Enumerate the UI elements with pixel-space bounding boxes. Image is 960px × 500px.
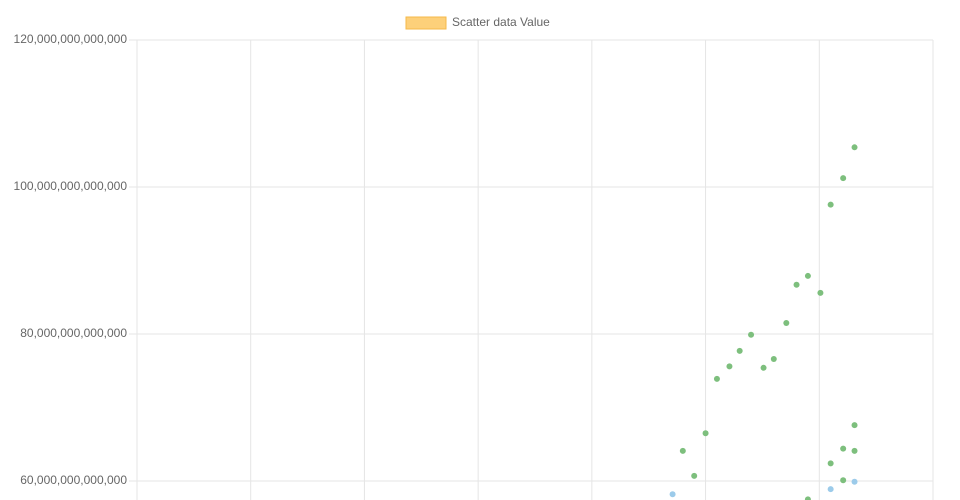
point <box>736 347 743 354</box>
y-tick-label: 60,000,000,000,000 <box>20 473 127 487</box>
point <box>804 272 811 279</box>
point <box>726 363 733 370</box>
point <box>713 375 720 382</box>
point <box>827 460 834 467</box>
point <box>851 144 858 151</box>
point <box>827 486 834 493</box>
point <box>817 289 824 296</box>
point <box>851 478 858 485</box>
point <box>804 496 811 500</box>
y-tick-label: 120,000,000,000,000 <box>14 32 128 46</box>
point <box>691 472 698 479</box>
point <box>840 477 847 484</box>
legend-swatch <box>405 16 447 30</box>
point <box>679 447 686 454</box>
point <box>840 445 847 452</box>
point <box>840 175 847 182</box>
y-tick-label: 80,000,000,000,000 <box>20 326 127 340</box>
y-tick-label: 100,000,000,000,000 <box>14 179 128 193</box>
point <box>702 430 709 437</box>
point <box>793 281 800 288</box>
point <box>851 447 858 454</box>
point <box>827 201 834 208</box>
point <box>783 319 790 326</box>
point <box>851 422 858 429</box>
point <box>748 331 755 338</box>
point <box>760 364 767 371</box>
point <box>669 491 676 498</box>
legend-label: Scatter data Value <box>452 15 550 29</box>
point <box>770 355 777 362</box>
